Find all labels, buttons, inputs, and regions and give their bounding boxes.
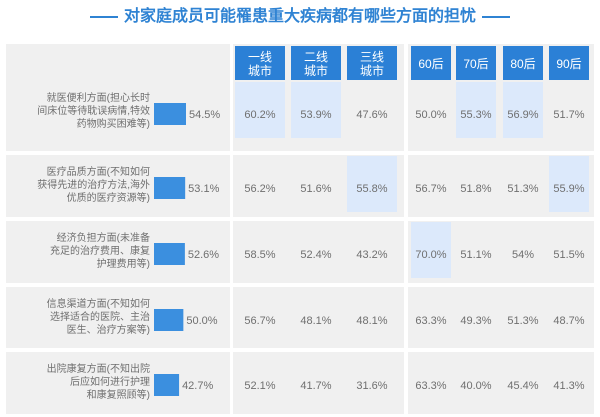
column-header-box <box>235 46 285 80</box>
column-header-box <box>503 46 543 80</box>
category-label: 出院康复方面(不知出院 <box>47 362 150 375</box>
data-cell-value: 54% <box>512 249 534 261</box>
data-cell-value: 56.7% <box>244 315 275 327</box>
category-label: 间床位等待耽误病情,特效 <box>37 104 150 117</box>
category-label: 药物购买困难等) <box>77 117 150 130</box>
category-label: 医生、治疗方案等) <box>67 323 150 336</box>
data-cell-value: 41.7% <box>300 380 331 392</box>
chart-title-text: 对家庭成员可能罹患重大疾病都有哪些方面的担忧 <box>123 8 476 25</box>
category-label: 经济负担方面(未准备 <box>57 231 150 244</box>
category-label: 后应如何进行护理 <box>70 375 150 388</box>
data-cell-value: 41.3% <box>553 380 584 392</box>
data-cell-value: 43.2% <box>356 249 387 261</box>
data-cell-value: 51.5% <box>553 249 584 261</box>
data-cell-value: 45.4% <box>507 380 538 392</box>
highlight-cell <box>411 222 451 278</box>
column-header-box <box>549 46 589 80</box>
data-cell-value: 52.4% <box>300 249 331 261</box>
overall-bar <box>154 374 180 396</box>
column-header-label: 70后 <box>463 57 488 71</box>
highlight-cell <box>235 82 285 138</box>
category-label: 医疗品质方面(不知如何 <box>47 165 150 178</box>
data-cell-value: 48.1% <box>300 315 331 327</box>
data-cell-value: 60.2% <box>244 109 275 121</box>
column-header-label: 城市 <box>248 63 272 78</box>
data-cell-value: 48.7% <box>553 315 584 327</box>
data-cell-value: 47.6% <box>356 109 387 121</box>
data-cell-value: 55.3% <box>460 109 491 121</box>
data-cell-value: 63.3% <box>415 315 446 327</box>
highlight-cell <box>549 156 589 212</box>
column-header-box <box>291 46 341 80</box>
data-cell-value: 50.0% <box>415 109 446 121</box>
data-cell-value: 56.7% <box>415 183 446 195</box>
column-header-box <box>456 46 496 80</box>
column-header-box <box>347 46 397 80</box>
column-header-label: 一线 <box>248 50 272 64</box>
title-right-rule <box>482 15 510 18</box>
data-cell-value: 52.1% <box>244 380 275 392</box>
highlight-cell <box>456 82 496 138</box>
category-label: 和康复照顾等) <box>87 388 150 401</box>
overall-value-label: 53.1% <box>188 183 219 195</box>
highlight-cell <box>291 82 341 138</box>
data-cell-value: 31.6% <box>356 380 387 392</box>
category-label: 选择适合的医院、主治 <box>50 310 150 323</box>
highlight-cell <box>503 82 543 138</box>
category-label: 优质的医疗资源等) <box>67 191 150 204</box>
data-cell-value: 70.0% <box>415 249 446 261</box>
category-label: 就医便利方面(担心长时 <box>47 91 150 104</box>
column-header-label: 60后 <box>418 57 443 71</box>
chart-title: 对家庭成员可能罹患重大疾病都有哪些方面的担忧 <box>0 6 600 28</box>
overall-bar <box>154 243 185 265</box>
category-label: 信息渠道方面(不知如何 <box>47 297 150 310</box>
column-header-label: 城市 <box>360 63 384 78</box>
data-cell-value: 51.1% <box>460 249 491 261</box>
overall-bar <box>154 103 186 125</box>
column-header-label: 二线 <box>304 50 328 64</box>
overall-value-label: 52.6% <box>188 249 219 261</box>
data-cell-value: 40.0% <box>460 380 491 392</box>
data-cell-value: 51.6% <box>300 183 331 195</box>
data-cell-value: 53.9% <box>300 109 331 121</box>
overall-bar <box>154 309 184 331</box>
data-cell-value: 55.8% <box>356 183 387 195</box>
column-header-label: 90后 <box>556 57 581 71</box>
overall-value-label: 50.0% <box>186 315 217 327</box>
category-label: 获得先进的治疗方法,海外 <box>37 178 150 191</box>
category-label: 充足的治疗费用、康复 <box>50 244 150 257</box>
data-cell-value: 51.3% <box>507 183 538 195</box>
column-header-label: 三线 <box>360 50 384 64</box>
data-cell-value: 55.9% <box>553 183 584 195</box>
data-cell-value: 56.9% <box>507 109 538 121</box>
category-label: 护理费用等) <box>97 257 150 270</box>
column-header-label: 城市 <box>304 63 328 78</box>
data-cell-value: 51.8% <box>460 183 491 195</box>
data-cell-value: 56.2% <box>244 183 275 195</box>
left-panel <box>6 44 230 414</box>
title-left-rule <box>89 15 118 18</box>
data-cell-value: 51.7% <box>553 109 584 121</box>
data-cell-value: 63.3% <box>415 380 446 392</box>
data-cell-value: 58.5% <box>244 249 275 261</box>
overall-value-label: 54.5% <box>189 109 220 121</box>
highlight-cell <box>347 156 397 212</box>
overall-value-label: 42.7% <box>182 380 213 392</box>
overall-bar <box>154 177 186 199</box>
data-cell-value: 49.3% <box>460 315 491 327</box>
data-cell-value: 48.1% <box>356 315 387 327</box>
column-header-label: 80后 <box>510 57 535 71</box>
column-header-box <box>411 46 451 80</box>
data-cell-value: 51.3% <box>507 315 538 327</box>
